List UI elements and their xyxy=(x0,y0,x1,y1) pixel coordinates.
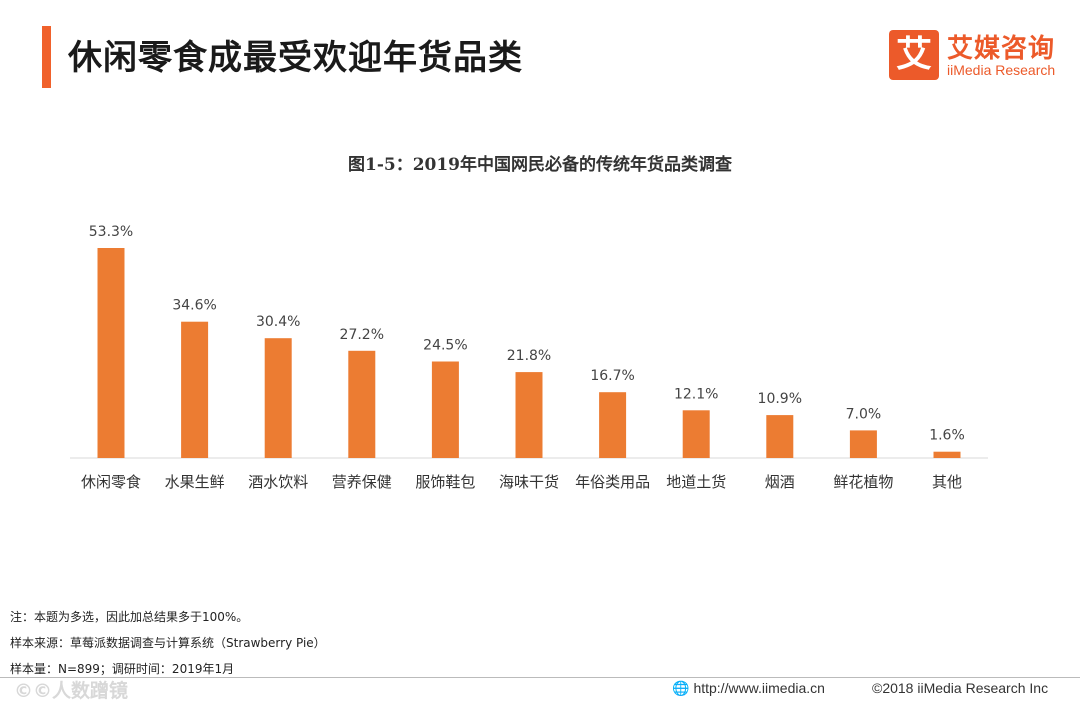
data-label-8: 10.9% xyxy=(758,391,802,407)
data-label-5: 21.8% xyxy=(507,348,551,364)
chart-title: 图1-5：2019年中国网民必备的传统年货品类调查 xyxy=(347,155,733,175)
category-label-8: 烟酒 xyxy=(765,473,795,491)
footer-url[interactable]: 🌐 http://www.iimedia.cn xyxy=(672,680,825,697)
logo-text-cn: 艾媒咨询 xyxy=(947,34,1056,64)
bar-8 xyxy=(766,415,794,458)
data-label-9: 7.0% xyxy=(846,406,882,422)
brand-logo: 艾 艾媒咨询 iiMedia Research xyxy=(889,30,1059,82)
note-source: 样本来源：草莓派数据调查与计算系统（Strawberry Pie） xyxy=(10,636,326,650)
category-label-1: 水果生鲜 xyxy=(165,473,225,491)
data-label-3: 27.2% xyxy=(340,327,384,343)
bar-2 xyxy=(264,338,292,458)
data-label-4: 24.5% xyxy=(423,338,467,354)
bar-0 xyxy=(97,248,125,458)
category-label-7: 地道土货 xyxy=(666,473,726,491)
footer-url-text[interactable]: http://www.iimedia.cn xyxy=(693,680,825,696)
watermark: ©©人数蹭镜 xyxy=(14,680,129,702)
globe-icon: 🌐 xyxy=(672,680,690,696)
bar-10 xyxy=(933,451,961,458)
data-label-2: 30.4% xyxy=(256,314,300,330)
category-label-4: 服饰鞋包 xyxy=(415,473,475,491)
footer-copyright: ©2018 iiMedia Research Inc xyxy=(872,680,1049,696)
footer-divider xyxy=(0,677,1080,678)
data-label-7: 12.1% xyxy=(674,386,718,402)
note-multiselect: 注：本题为多选，因此加总结果多于100%。 xyxy=(10,610,249,624)
logo-text-en: iiMedia Research xyxy=(947,62,1056,78)
bar-4 xyxy=(431,361,459,458)
bar-5 xyxy=(515,372,543,458)
category-label-9: 鲜花植物 xyxy=(833,473,893,491)
category-label-3: 营养保健 xyxy=(332,473,392,491)
data-label-6: 16.7% xyxy=(590,368,634,384)
category-label-5: 海味干货 xyxy=(499,473,559,491)
bar-chart: 53.3% 休闲零食 34.6% 水果生鲜 30.4% 酒水饮料 27.2% 营养保健 24.5… xyxy=(70,224,988,491)
bar-1 xyxy=(181,321,209,458)
note-sample: 样本量：N=899；调研时间：2019年1月 xyxy=(10,662,235,676)
data-label-0: 53.3% xyxy=(89,224,133,240)
bar-7 xyxy=(682,410,710,458)
data-label-10: 1.6% xyxy=(929,428,965,444)
logo-mark-icon: 艾 xyxy=(889,30,939,80)
bar-9 xyxy=(849,430,877,458)
title-accent-bar xyxy=(42,26,51,88)
bar-6 xyxy=(599,392,627,458)
bar-3 xyxy=(348,350,376,458)
page-title: 休闲零食成最受欢迎年货品类 xyxy=(68,38,523,78)
data-label-1: 34.6% xyxy=(172,298,216,314)
category-label-10: 其他 xyxy=(932,473,962,491)
category-label-0: 休闲零食 xyxy=(81,473,141,491)
category-label-6: 年俗类用品 xyxy=(575,473,650,491)
category-label-2: 酒水饮料 xyxy=(248,473,308,491)
notes-block: 注：本题为多选，因此加总结果多于100%。 样本来源：草莓派数据调查与计算系统（… xyxy=(10,604,326,682)
